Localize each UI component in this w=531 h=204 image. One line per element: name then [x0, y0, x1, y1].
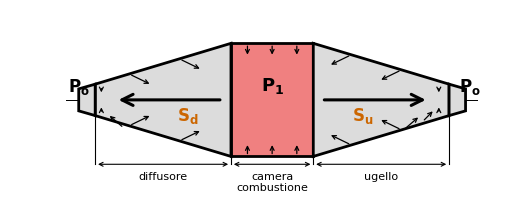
Polygon shape	[313, 43, 449, 156]
Text: combustione: combustione	[236, 183, 308, 193]
Polygon shape	[95, 43, 231, 156]
Polygon shape	[231, 43, 313, 156]
Text: $\mathbf{P_1}$: $\mathbf{P_1}$	[261, 76, 284, 96]
Text: $\mathbf{S_d}$: $\mathbf{S_d}$	[177, 106, 199, 126]
Text: ugello: ugello	[364, 172, 398, 182]
Text: camera: camera	[251, 172, 293, 182]
Text: $\mathbf{P_o}$: $\mathbf{P_o}$	[459, 77, 481, 97]
Text: $\mathbf{S_u}$: $\mathbf{S_u}$	[352, 106, 373, 126]
Text: diffusore: diffusore	[139, 172, 187, 182]
Polygon shape	[79, 84, 95, 116]
Text: $\mathbf{P_o}$: $\mathbf{P_o}$	[68, 77, 90, 97]
Polygon shape	[449, 84, 466, 116]
